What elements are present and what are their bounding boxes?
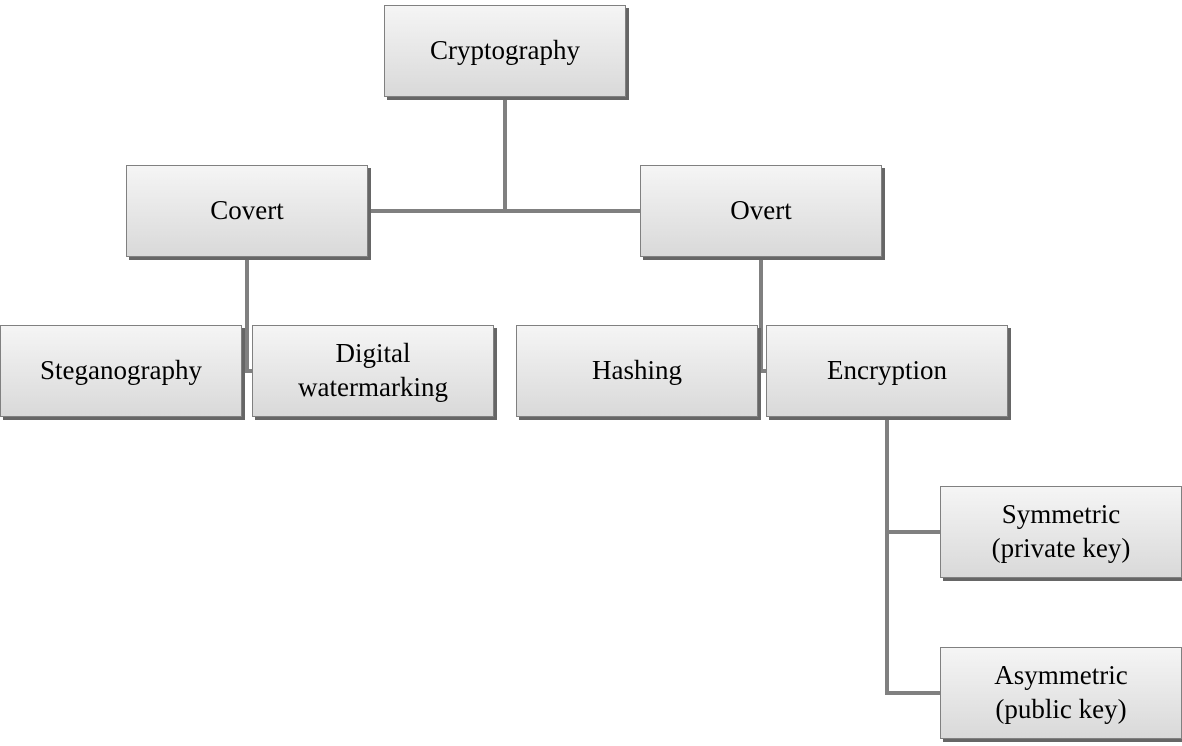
node-label: Covert bbox=[210, 194, 284, 228]
node-label: Overt bbox=[730, 194, 791, 228]
diagram-canvas: Cryptography Covert Overt Steganography Digi… bbox=[0, 0, 1182, 746]
node-label: Steganography bbox=[40, 354, 202, 388]
node-watermarking: Digital watermarking bbox=[252, 325, 494, 417]
node-steganography: Steganography bbox=[0, 325, 242, 417]
node-label: Encryption bbox=[827, 354, 947, 388]
node-encryption: Encryption bbox=[766, 325, 1008, 417]
node-hashing: Hashing bbox=[516, 325, 758, 417]
node-label: Digital watermarking bbox=[298, 337, 448, 405]
node-asymmetric: Asymmetric (public key) bbox=[940, 647, 1182, 739]
node-label: Cryptography bbox=[430, 34, 580, 68]
node-symmetric: Symmetric (private key) bbox=[940, 486, 1182, 578]
node-overt: Overt bbox=[640, 165, 882, 257]
node-cryptography: Cryptography bbox=[384, 5, 626, 97]
node-label: Symmetric (private key) bbox=[992, 498, 1131, 566]
node-label: Hashing bbox=[592, 354, 682, 388]
node-label: Asymmetric (public key) bbox=[994, 659, 1127, 727]
node-covert: Covert bbox=[126, 165, 368, 257]
